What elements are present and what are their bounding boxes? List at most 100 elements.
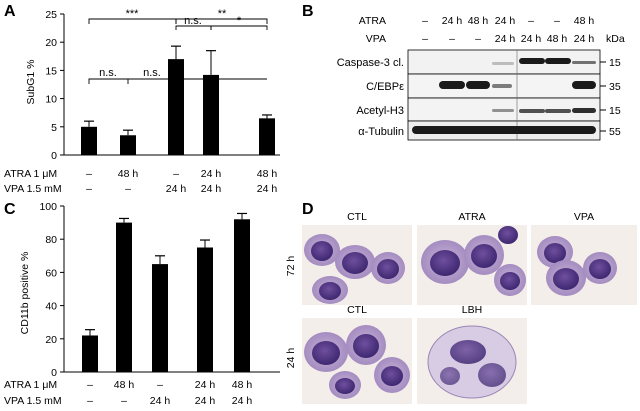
condition-label: – xyxy=(86,168,92,180)
panel-c-bars xyxy=(82,212,250,372)
cell-nucleus xyxy=(553,268,579,290)
lane-vpa-label: 24 h xyxy=(521,33,542,45)
micrograph-vpa xyxy=(531,225,637,305)
lane-vpa-label: 24 h xyxy=(574,33,595,45)
micro-title-atra: ATRA xyxy=(458,211,485,223)
y-tick-label: 5 xyxy=(51,122,57,134)
condition-label: – xyxy=(173,168,179,180)
bar xyxy=(259,118,275,155)
lane-atra-label: 48 h xyxy=(574,15,595,27)
cell-nucleus xyxy=(589,259,611,279)
y-tick-label: 15 xyxy=(45,65,57,77)
cell-nucleus xyxy=(450,340,486,364)
blot-row-label: Caspase-3 cl. xyxy=(337,57,404,69)
panel-a-row2-label: VPA 1.5 mM xyxy=(4,183,62,195)
cell-nucleus xyxy=(440,367,460,385)
sig-a-top-left: *** xyxy=(126,8,140,20)
panel-a-label: A xyxy=(4,3,16,20)
kda-value: 15 xyxy=(609,57,621,69)
panel-a-condition-rows: – 48 h – 24 h 48 h – – 24 h 24 h 24 h xyxy=(86,168,277,195)
panel-b-kda-label: kDa xyxy=(606,33,625,45)
bar xyxy=(234,219,250,372)
y-tick-label: 0 xyxy=(51,150,57,162)
panel-c-label: C xyxy=(4,201,16,218)
panel-a-row1-label: ATRA 1 μM xyxy=(4,168,57,180)
cell-nucleus xyxy=(498,226,518,244)
sig-a-low-mid: n.s. xyxy=(143,67,161,79)
micro-title-ctl-24: CTL xyxy=(347,304,367,316)
y-tick-label: 25 xyxy=(45,9,57,21)
panel-c-row1-label: ATRA 1 μM xyxy=(4,379,57,391)
bar xyxy=(152,264,168,372)
lane-atra-label: – xyxy=(422,15,428,27)
bar xyxy=(82,335,98,372)
micro-title-ctl-72: CTL xyxy=(347,211,367,223)
cell-nucleus xyxy=(377,259,399,279)
micro-title-vpa: VPA xyxy=(574,211,594,223)
panel-b-blots xyxy=(407,49,601,141)
y-tick-label: 20 xyxy=(45,37,57,49)
y-tick-label: 20 xyxy=(45,334,57,346)
band-caspase-lane6 xyxy=(545,58,571,64)
panel-c-ylabel: CD11b positive % xyxy=(19,252,31,335)
panel-c-condition-rows: – 48 h – 24 h 48 h – – 24 h 24 h 24 h xyxy=(87,379,252,407)
cell-nucleus xyxy=(544,243,566,263)
cell-nucleus xyxy=(319,282,341,300)
panel-b: B ATRA VPA –24 h 48 h 24 h – –48 h– – –24 h 24 … xyxy=(302,3,625,141)
condition-label: 48 h xyxy=(114,379,135,391)
condition-label: 24 h xyxy=(232,395,253,407)
lane-atra-label: 24 h xyxy=(442,15,463,27)
bar xyxy=(203,74,219,155)
band-cebpe-lane4 xyxy=(492,84,512,88)
cell-nucleus xyxy=(500,272,520,290)
cell-nucleus xyxy=(311,241,333,261)
blot-row-label: C/EBPε xyxy=(366,81,404,93)
bracket-a-mid-right xyxy=(210,25,268,30)
cell-nucleus xyxy=(342,252,368,274)
band-caspase-lane4 xyxy=(492,62,514,65)
y-tick-label: 40 xyxy=(45,301,57,313)
band-h3-lane5 xyxy=(519,109,545,113)
y-tick-label: 0 xyxy=(51,367,57,379)
band-h3-lane6 xyxy=(545,109,571,113)
panel-b-atra-label: ATRA xyxy=(359,15,386,27)
condition-label: 24 h xyxy=(201,183,222,195)
cell-nucleus xyxy=(478,363,506,387)
micrograph-ctl-72 xyxy=(302,225,412,305)
lane-atra-label: 24 h xyxy=(495,15,516,27)
condition-label: 48 h xyxy=(232,379,253,391)
lane-vpa-label: – xyxy=(475,33,481,45)
kda-value: 35 xyxy=(609,81,621,93)
panel-c: C CD11b positive % 0 20 40 60 80 100 ATRA 1 μ… xyxy=(4,201,280,407)
blot-row-label: Acetyl-H3 xyxy=(356,105,404,117)
cell-nucleus xyxy=(312,341,340,365)
condition-label: 24 h xyxy=(195,379,216,391)
condition-label: – xyxy=(87,395,93,407)
panel-c-row2-label: VPA 1.5 mM xyxy=(4,395,62,407)
cell-nucleus xyxy=(353,334,379,358)
y-tick-label: 10 xyxy=(45,94,57,106)
lane-vpa-label: 24 h xyxy=(495,33,516,45)
lane-atra-label: – xyxy=(554,15,560,27)
bracket-a-top-right xyxy=(175,18,268,24)
panel-d: D 72 h 24 h CTL ATRA VPA CTL LBH xyxy=(285,201,637,404)
lane-atra-label: – xyxy=(528,15,534,27)
bar xyxy=(197,247,213,372)
condition-label: – xyxy=(121,395,127,407)
lane-vpa-label: – xyxy=(422,33,428,45)
panel-a-y-ticks: 0 5 10 15 20 25 xyxy=(45,9,64,162)
panel-c-y-ticks: 0 20 40 60 80 100 xyxy=(39,201,64,379)
sig-a-top-right: ** xyxy=(218,8,227,20)
condition-label: – xyxy=(157,379,163,391)
micro-title-lbh: LBH xyxy=(462,304,482,316)
micrograph-lbh xyxy=(417,318,527,404)
y-tick-label: 80 xyxy=(45,234,57,246)
condition-label: 24 h xyxy=(257,183,278,195)
cell-nucleus xyxy=(335,378,355,394)
bar xyxy=(116,222,132,372)
band-h3-lane4 xyxy=(492,109,514,112)
sig-a-mid-left: n.s. xyxy=(184,15,202,27)
lane-vpa-label: – xyxy=(449,33,455,45)
panel-d-label: D xyxy=(302,201,314,218)
